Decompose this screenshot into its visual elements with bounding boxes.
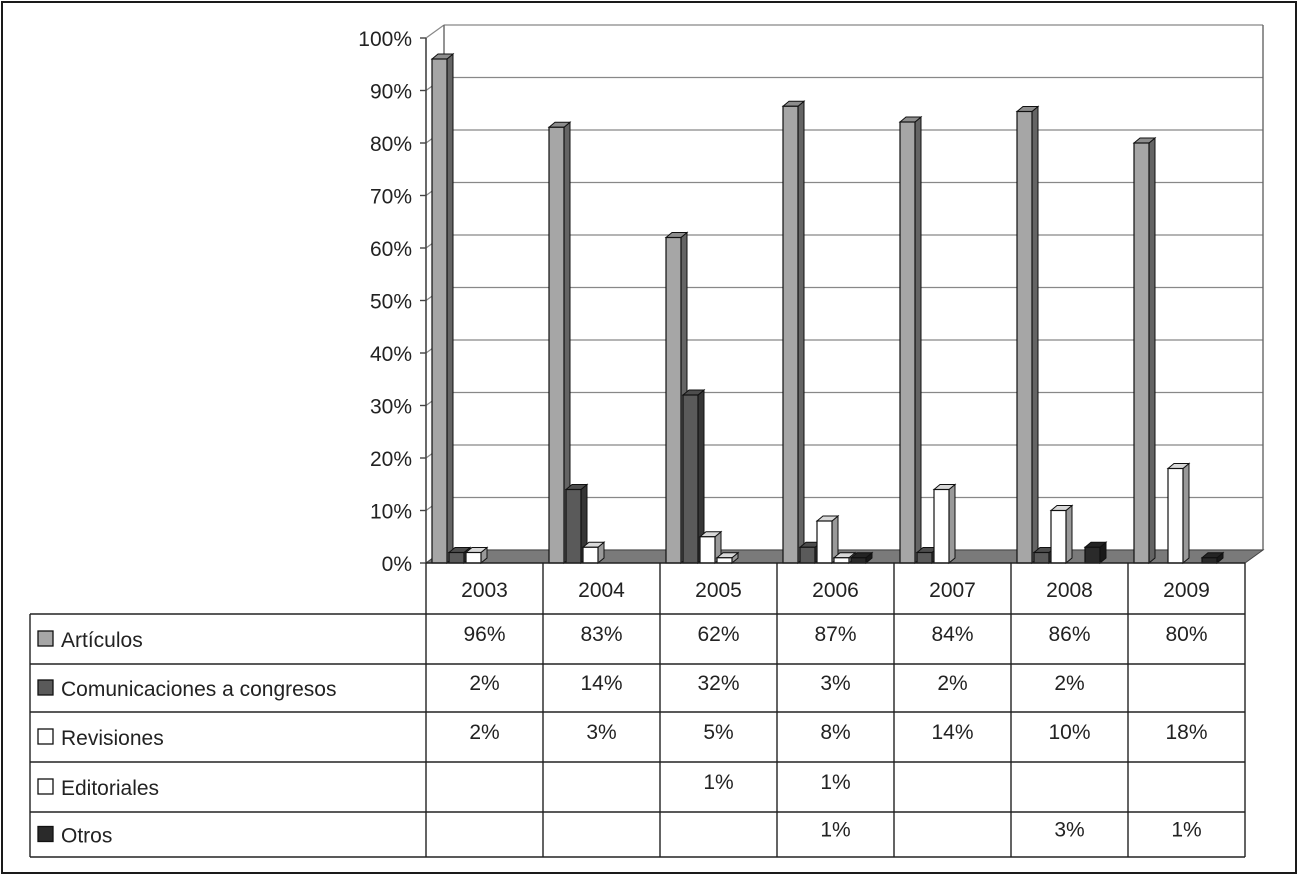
data-label: 80% <box>1165 623 1207 646</box>
bar <box>565 488 582 564</box>
bar <box>816 520 833 564</box>
data-label: 32% <box>697 672 739 695</box>
y-tick-label: 0% <box>382 553 412 576</box>
data-label: 3% <box>586 721 616 744</box>
bar <box>448 551 465 564</box>
gridline-side <box>425 24 445 39</box>
bar <box>665 236 682 564</box>
data-label: 3% <box>1054 819 1084 842</box>
category-label: 2003 <box>461 579 508 602</box>
bar <box>431 58 448 564</box>
legend-swatch <box>37 679 54 696</box>
bar <box>1050 509 1067 564</box>
category-label: 2007 <box>929 579 976 602</box>
data-label: 18% <box>1165 721 1207 744</box>
series-name: Editoriales <box>61 777 159 800</box>
bar <box>1033 551 1050 564</box>
data-label: 1% <box>703 771 733 794</box>
y-tick-label: 40% <box>370 343 412 366</box>
data-label: 5% <box>703 721 733 744</box>
category-label: 2006 <box>812 579 859 602</box>
data-label: 1% <box>1171 819 1201 842</box>
bar <box>899 121 916 564</box>
series-name: Artículos <box>61 629 143 652</box>
bar <box>799 546 816 564</box>
legend-swatch <box>37 778 54 795</box>
legend-swatch <box>37 630 54 647</box>
bar <box>916 551 933 564</box>
bar-side-face <box>914 115 922 565</box>
bar <box>682 394 699 564</box>
data-label: 8% <box>820 721 850 744</box>
data-label: 2% <box>469 721 499 744</box>
legend-swatch <box>37 728 54 745</box>
category-label: 2009 <box>1163 579 1210 602</box>
data-label: 96% <box>463 623 505 646</box>
y-tick-label: 80% <box>370 133 412 156</box>
data-label: 83% <box>580 623 622 646</box>
bar <box>833 557 850 564</box>
data-label: 2% <box>1054 672 1084 695</box>
bar <box>582 546 599 564</box>
data-label: 14% <box>580 672 622 695</box>
bar <box>1133 142 1150 564</box>
bar-side-face <box>1182 462 1190 565</box>
bar-side-face <box>948 483 956 565</box>
series-name: Revisiones <box>61 727 164 750</box>
bar <box>850 557 867 564</box>
y-tick-label: 100% <box>358 28 412 51</box>
series-name: Otros <box>61 825 112 848</box>
bar <box>465 551 482 564</box>
bar-side-face <box>446 52 454 565</box>
data-label: 86% <box>1048 623 1090 646</box>
data-label: 2% <box>937 672 967 695</box>
data-label: 14% <box>931 721 973 744</box>
bar <box>1016 110 1033 564</box>
y-tick-label: 20% <box>370 448 412 471</box>
bar <box>933 488 950 564</box>
bar <box>1084 546 1101 564</box>
bar <box>699 536 716 564</box>
series-name: Comunicaciones a congresos <box>61 678 336 701</box>
y-tick-label: 90% <box>370 81 412 104</box>
data-label: 62% <box>697 623 739 646</box>
data-label: 10% <box>1048 721 1090 744</box>
bar-side-face <box>1148 136 1156 565</box>
bar-side-face <box>797 100 805 565</box>
bar <box>1167 467 1184 564</box>
data-label: 87% <box>814 623 856 646</box>
bar-side-face <box>1065 504 1073 565</box>
data-label: 2% <box>469 672 499 695</box>
data-label: 1% <box>820 819 850 842</box>
bar <box>1201 557 1218 564</box>
y-tick-label: 70% <box>370 186 412 209</box>
category-label: 2008 <box>1046 579 1093 602</box>
y-tick-label: 60% <box>370 238 412 261</box>
bar-side-face <box>1031 105 1039 565</box>
bar <box>782 105 799 564</box>
data-label: 1% <box>820 771 850 794</box>
bar <box>716 557 733 564</box>
bar <box>548 126 565 564</box>
data-label: 3% <box>820 672 850 695</box>
data-label: 84% <box>931 623 973 646</box>
legend-swatch <box>37 825 54 843</box>
y-tick-label: 50% <box>370 291 412 314</box>
y-tick-label: 30% <box>370 396 412 419</box>
y-tick-label: 10% <box>370 501 412 524</box>
category-label: 2005 <box>695 579 742 602</box>
category-label: 2004 <box>578 579 625 602</box>
